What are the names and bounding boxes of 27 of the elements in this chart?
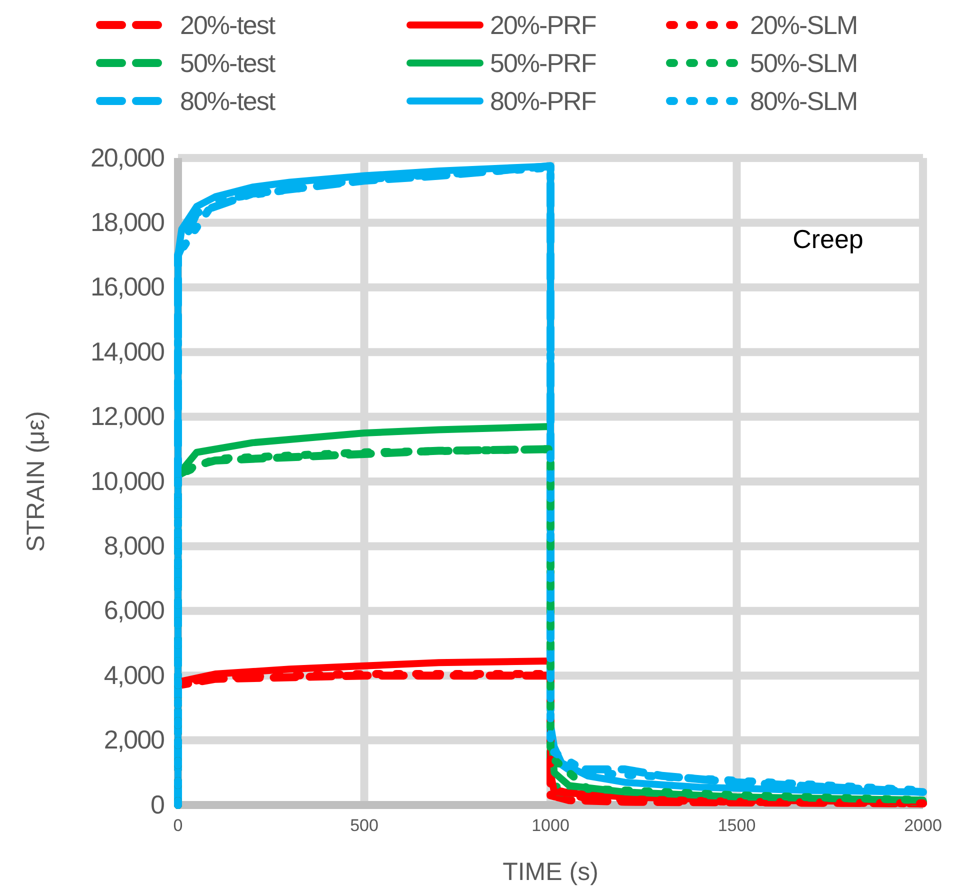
legend-label: 20%-SLM [750, 10, 858, 40]
x-tick-label: 1000 [532, 816, 570, 836]
y-tick-label: 6,000 [104, 595, 165, 626]
legend-label: 20%-test [180, 10, 276, 40]
y-tick-label: 14,000 [90, 336, 165, 366]
legend-label: 50%-SLM [750, 48, 858, 78]
y-tick-label: 8,000 [104, 530, 165, 561]
x-tick-label: 0 [173, 816, 183, 836]
legend-label: 50%-PRF [490, 48, 596, 78]
y-tick-label: 4,000 [104, 660, 165, 690]
x-tick-label: 2000 [904, 816, 942, 836]
y-tick-label: 18,000 [90, 207, 165, 238]
y-axis-title: STRAIN (με) [22, 411, 50, 552]
annotation: Creep [792, 224, 864, 254]
y-tick-label: 10,000 [90, 466, 165, 496]
legend-label: 80%-test [180, 86, 276, 116]
y-tick-label: 16,000 [90, 272, 165, 302]
y-tick-label: 20,000 [90, 142, 165, 172]
x-tick-label: 500 [350, 816, 378, 836]
legend-label: 20%-PRF [490, 10, 596, 40]
y-tick-label: 12,000 [90, 401, 165, 432]
x-tick-label: 1500 [718, 816, 756, 836]
legend-label: 80%-PRF [490, 86, 596, 116]
x-axis-title: TIME (s) [502, 858, 598, 886]
legend-label: 80%-SLM [750, 86, 858, 116]
y-tick-label: 2,000 [104, 724, 165, 755]
legend-label: 50%-test [180, 48, 276, 78]
